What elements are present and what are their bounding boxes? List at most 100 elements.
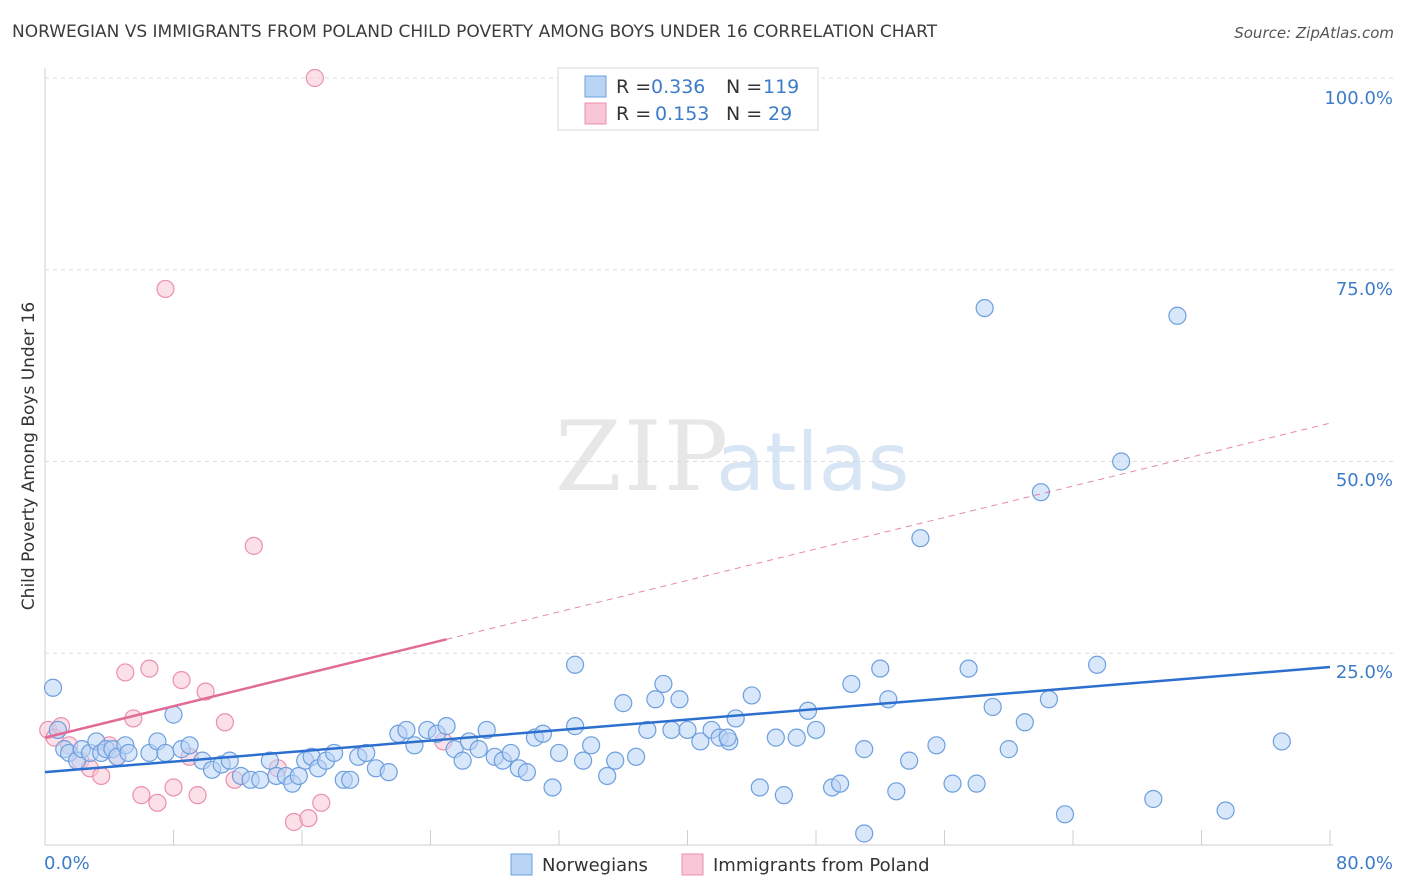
norwegian-point-82 bbox=[750, 778, 769, 797]
norwegian-point-109 bbox=[1144, 789, 1163, 809]
norwegian-point-91 bbox=[855, 740, 874, 759]
norwegian-point-103 bbox=[1015, 713, 1034, 732]
norwegian-point-70 bbox=[638, 720, 657, 740]
norwegian-point-75 bbox=[678, 720, 697, 740]
norwegian-point-107 bbox=[1087, 655, 1107, 674]
norwegian-point-52 bbox=[469, 740, 488, 759]
norwegian-point-68 bbox=[614, 694, 633, 713]
norwegian-point-81 bbox=[742, 686, 761, 705]
norwegian-point-64 bbox=[573, 751, 593, 770]
norwegian-point-73 bbox=[662, 720, 681, 740]
norwegian-point-31 bbox=[289, 766, 308, 786]
norwegian-point-97 bbox=[927, 736, 946, 755]
legend-n-label-1: N = bbox=[726, 76, 762, 98]
poland-point-6 bbox=[92, 766, 111, 786]
watermark: ZIP atlas bbox=[555, 401, 909, 513]
norwegian-point-110 bbox=[1168, 306, 1187, 325]
legend-r-value-1: 0.336 bbox=[651, 76, 705, 98]
norwegian-point-85 bbox=[787, 728, 806, 747]
norwegian-point-38 bbox=[341, 770, 360, 789]
poland-point-15 bbox=[164, 778, 183, 797]
poland-point-9 bbox=[116, 663, 135, 682]
norwegian-point-98 bbox=[943, 774, 962, 793]
poland-point-20 bbox=[215, 713, 234, 732]
poland-point-11 bbox=[132, 786, 151, 805]
chart-source: Source: ZipAtlas.com bbox=[1234, 24, 1394, 42]
norwegian-point-76 bbox=[691, 732, 710, 751]
norwegian-point-61 bbox=[543, 778, 562, 797]
norwegian-point-106 bbox=[1055, 805, 1075, 824]
norwegians-points bbox=[43, 299, 1291, 843]
norwegian-point-66 bbox=[598, 766, 617, 786]
bottom-legend-swatch-poland bbox=[681, 853, 704, 876]
y-tick-label-100: 100.0% bbox=[1324, 88, 1393, 109]
norwegian-point-99 bbox=[959, 659, 978, 678]
norwegian-point-89 bbox=[830, 774, 850, 793]
bottom-legend-swatch-norwegians bbox=[510, 853, 533, 876]
norwegian-point-53 bbox=[477, 720, 496, 740]
norwegian-point-83 bbox=[766, 728, 785, 747]
norwegian-point-105 bbox=[1039, 690, 1059, 709]
norwegian-point-116 bbox=[718, 728, 737, 747]
norwegian-point-58 bbox=[517, 763, 536, 782]
norwegian-point-48 bbox=[437, 717, 456, 736]
norwegian-point-23 bbox=[220, 751, 239, 770]
norwegians-trend-line bbox=[44, 665, 1331, 774]
immigrants-poland-points bbox=[39, 68, 453, 832]
legend-r-value-2: 0.153 bbox=[655, 103, 709, 125]
norwegian-point-101 bbox=[983, 697, 1002, 717]
x-axis-ticks bbox=[44, 830, 1331, 845]
gridlines bbox=[45, 77, 1393, 654]
norwegian-point-13 bbox=[119, 743, 138, 763]
norwegian-point-92 bbox=[871, 659, 890, 678]
poland-trend-line-solid bbox=[44, 638, 447, 739]
norwegian-point-0 bbox=[43, 678, 63, 697]
poland-point-22 bbox=[244, 536, 263, 555]
bottom-legend-label-poland: Immigrants from Poland bbox=[713, 855, 930, 876]
poland-point-12 bbox=[140, 659, 159, 678]
poland-point-16 bbox=[172, 670, 191, 690]
norwegian-point-44 bbox=[397, 720, 416, 740]
norwegian-point-112 bbox=[1272, 732, 1291, 751]
norwegian-point-72 bbox=[654, 674, 673, 694]
norwegian-point-93 bbox=[879, 690, 898, 709]
poland-point-27 bbox=[305, 68, 324, 88]
norwegian-point-71 bbox=[646, 690, 665, 709]
y-tick-label-75: 75.0% bbox=[1336, 279, 1393, 300]
trend-lines bbox=[44, 422, 1331, 774]
norwegian-point-42 bbox=[379, 763, 398, 782]
norwegian-point-26 bbox=[251, 770, 270, 789]
norwegian-point-100 bbox=[975, 299, 994, 318]
y-tick-label-25: 25.0% bbox=[1336, 662, 1393, 683]
norwegian-point-80 bbox=[726, 709, 745, 728]
norwegian-point-113 bbox=[855, 824, 874, 843]
chart-title: NORWEGIAN VS IMMIGRANTS FROM POLAND CHIL… bbox=[12, 22, 938, 42]
norwegian-point-115 bbox=[565, 655, 585, 674]
norwegian-point-62 bbox=[549, 743, 569, 763]
poland-point-14 bbox=[156, 279, 175, 299]
legend-swatch-poland bbox=[584, 102, 607, 125]
norwegian-point-40 bbox=[357, 743, 376, 763]
watermark-atlas: atlas bbox=[716, 416, 909, 509]
poland-point-25 bbox=[299, 809, 318, 828]
legend-n-value-1: 119 bbox=[763, 76, 799, 98]
norwegian-point-50 bbox=[453, 751, 472, 770]
norwegian-point-45 bbox=[405, 736, 424, 755]
legend-r-label-1: R = bbox=[616, 76, 651, 98]
y-tick-label-50: 50.0% bbox=[1336, 470, 1393, 491]
legend-swatch-norwegians bbox=[584, 75, 607, 98]
bottom-legend-label-norwegians: Norwegians bbox=[542, 855, 648, 876]
norwegian-point-27 bbox=[260, 751, 279, 770]
poland-point-18 bbox=[188, 786, 207, 805]
poland-trend-line-dashed bbox=[446, 422, 1331, 640]
norwegian-point-90 bbox=[842, 674, 861, 694]
norwegian-point-69 bbox=[626, 747, 646, 766]
norwegian-point-67 bbox=[606, 751, 625, 770]
norwegian-point-108 bbox=[1112, 452, 1131, 471]
norwegian-point-87 bbox=[806, 720, 826, 740]
watermark-zip: ZIP bbox=[555, 401, 730, 513]
norwegian-point-114 bbox=[967, 774, 986, 793]
norwegian-point-111 bbox=[1216, 801, 1235, 820]
norwegian-point-65 bbox=[582, 736, 601, 755]
